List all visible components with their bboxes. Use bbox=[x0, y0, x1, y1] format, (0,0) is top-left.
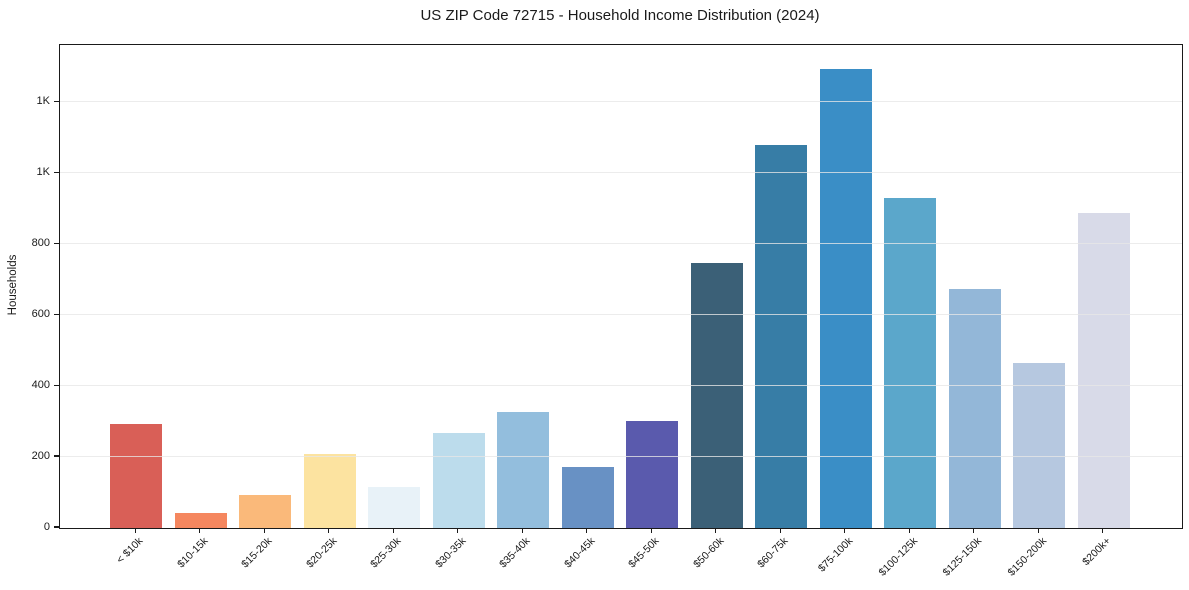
gridline bbox=[60, 172, 1182, 174]
bar-10-15k bbox=[174, 513, 227, 528]
x-tick-mark bbox=[908, 528, 910, 533]
x-tick-label: $40-45k bbox=[561, 535, 598, 571]
x-tick-label: $50-60k bbox=[690, 535, 727, 571]
x-tick-mark bbox=[586, 528, 588, 533]
bar-75-100k bbox=[819, 69, 872, 528]
y-tick-mark bbox=[54, 526, 59, 528]
y-tick-mark bbox=[54, 455, 59, 457]
bar-45-50k bbox=[626, 421, 679, 528]
x-tick-label: $15-20k bbox=[239, 535, 275, 571]
bar-200k bbox=[1077, 213, 1130, 528]
y-tick-label: 800 bbox=[31, 237, 50, 250]
x-tick-mark bbox=[521, 528, 523, 533]
bar-150-200k bbox=[1013, 363, 1066, 528]
x-tick-mark bbox=[457, 528, 459, 533]
y-tick-label: 0 bbox=[43, 521, 50, 533]
x-tick-mark bbox=[779, 528, 781, 533]
x-tick-label: $20-25k bbox=[303, 535, 340, 571]
x-tick-label: $150-200k bbox=[1005, 535, 1049, 579]
x-tick-mark bbox=[715, 528, 717, 533]
gridline bbox=[60, 101, 1182, 103]
bar-40-45k bbox=[561, 466, 614, 528]
x-tick-mark bbox=[1037, 528, 1039, 533]
y-tick-label: 1K bbox=[36, 95, 50, 108]
y-tick-label: 600 bbox=[31, 308, 50, 321]
y-tick-mark bbox=[54, 100, 59, 103]
bar-30-35k bbox=[432, 432, 485, 528]
bar-20-25k bbox=[303, 453, 356, 528]
x-tick-label: $75-100k bbox=[815, 535, 856, 575]
y-tick-label: 200 bbox=[31, 450, 50, 463]
x-tick-mark bbox=[1102, 528, 1104, 533]
x-tick-mark bbox=[328, 528, 330, 533]
x-tick-label: $200k+ bbox=[1080, 535, 1114, 569]
y-tick-mark bbox=[54, 242, 59, 244]
x-tick-label: < $10k bbox=[114, 535, 146, 566]
x-tick-label: $35-40k bbox=[497, 535, 533, 571]
x-tick-label: $45-50k bbox=[626, 535, 662, 571]
x-tick-mark bbox=[392, 528, 394, 533]
bar-15-20k bbox=[239, 495, 292, 528]
bar-35-40k bbox=[497, 412, 550, 528]
x-tick-label: $125-150k bbox=[940, 535, 985, 579]
chart-title: US ZIP Code 72715 - Household Income Dis… bbox=[420, 7, 820, 24]
x-tick-mark bbox=[973, 528, 975, 533]
y-tick-mark bbox=[54, 384, 59, 386]
bar-125-150k bbox=[948, 288, 1001, 528]
gridline bbox=[60, 243, 1182, 245]
bar-10k bbox=[110, 423, 163, 528]
plot-area bbox=[59, 44, 1183, 529]
x-tick-label: $10-15k bbox=[174, 535, 211, 571]
x-tick-mark bbox=[134, 528, 136, 533]
x-tick-mark bbox=[844, 528, 846, 533]
x-tick-label: $60-75k bbox=[755, 535, 791, 571]
y-tick-label: 400 bbox=[31, 379, 50, 392]
x-tick-mark bbox=[199, 528, 201, 533]
bar-60-75k bbox=[755, 145, 808, 528]
x-tick-label: $25-30k bbox=[368, 535, 404, 571]
y-tick-mark bbox=[54, 171, 59, 174]
y-tick-mark bbox=[54, 313, 59, 315]
x-tick-label: $30-35k bbox=[432, 535, 469, 571]
bar-100-125k bbox=[884, 197, 937, 528]
x-tick-mark bbox=[650, 528, 652, 533]
bar-50-60k bbox=[690, 263, 743, 528]
x-tick-mark bbox=[263, 528, 265, 533]
y-tick-label: 1K bbox=[36, 166, 50, 179]
gridline bbox=[60, 314, 1182, 316]
x-tick-label: $100-125k bbox=[876, 535, 920, 579]
bar-25-30k bbox=[368, 487, 421, 528]
